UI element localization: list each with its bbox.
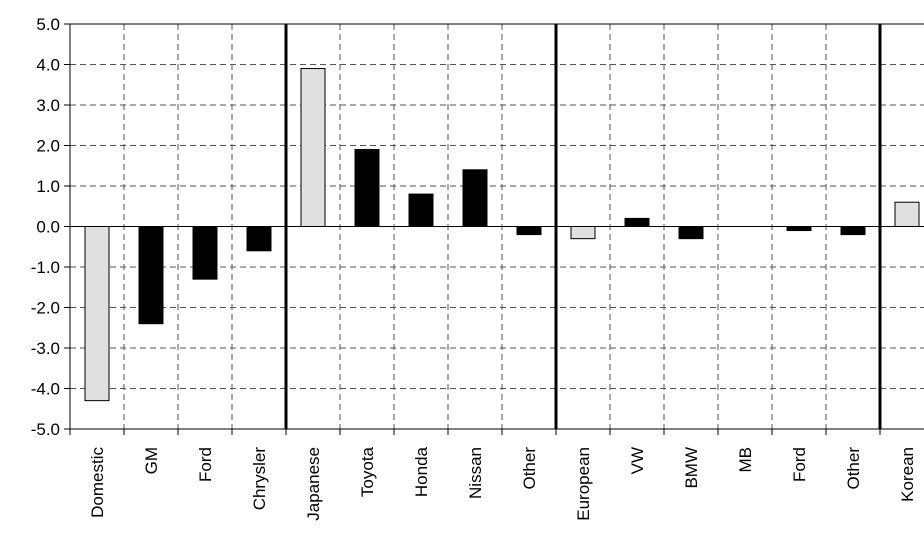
y-tick-label: 5.0 <box>36 15 60 34</box>
bar-european <box>570 226 596 240</box>
y-tick-label: 4.0 <box>36 56 60 75</box>
bar-toyota <box>354 149 380 227</box>
category-label: Other <box>844 447 863 490</box>
bar-ford <box>192 226 218 280</box>
category-label: Korean <box>898 447 917 502</box>
bar-other <box>516 226 542 236</box>
bar-chrysler <box>246 226 272 252</box>
y-tick-label: -3.0 <box>31 339 60 358</box>
category-label: Ford <box>196 447 215 482</box>
category-labels: Domestic GM Ford Chrysler Japanese Toyota Hond… <box>88 446 917 520</box>
y-tick-label: 0.0 <box>36 218 60 237</box>
y-tick-label: 2.0 <box>36 137 60 156</box>
bar-korean <box>894 201 920 227</box>
category-label: European <box>574 447 593 521</box>
y-tick-label: -4.0 <box>31 380 60 399</box>
y-tick-label: -1.0 <box>31 258 60 277</box>
category-label: Chrysler <box>250 447 269 511</box>
category-label: Domestic <box>88 447 107 518</box>
category-label: Ford <box>790 447 809 482</box>
category-label: Japanese <box>304 447 323 521</box>
bar-vw <box>624 217 650 227</box>
category-label: VW <box>628 447 647 474</box>
y-tick-label: -5.0 <box>31 420 60 439</box>
bar-honda <box>408 193 434 228</box>
bar-bmw <box>678 226 704 240</box>
category-label: Nissan <box>466 447 485 499</box>
y-tick-label: 3.0 <box>36 96 60 115</box>
bars <box>84 68 920 402</box>
bar-domestic <box>84 226 110 402</box>
category-label: Toyota <box>358 446 377 497</box>
category-label: BMW <box>682 447 701 489</box>
bar-other <box>840 226 866 236</box>
bar-gm <box>138 226 164 325</box>
category-label: MB <box>736 447 755 473</box>
category-label: Honda <box>412 446 431 497</box>
bar-ford <box>786 226 812 232</box>
axes <box>64 23 924 435</box>
y-tick-label: -2.0 <box>31 299 60 318</box>
category-label: GM <box>142 447 161 474</box>
bar-japanese <box>300 68 326 227</box>
bar-nissan <box>462 169 488 228</box>
y-tick-labels: 5.0 4.0 3.0 2.0 1.0 0.0 -1.0 -2.0 -3.0 -4.0 -5.0 <box>31 15 60 439</box>
y-tick-label: 1.0 <box>36 177 60 196</box>
category-label: Other <box>520 447 539 490</box>
